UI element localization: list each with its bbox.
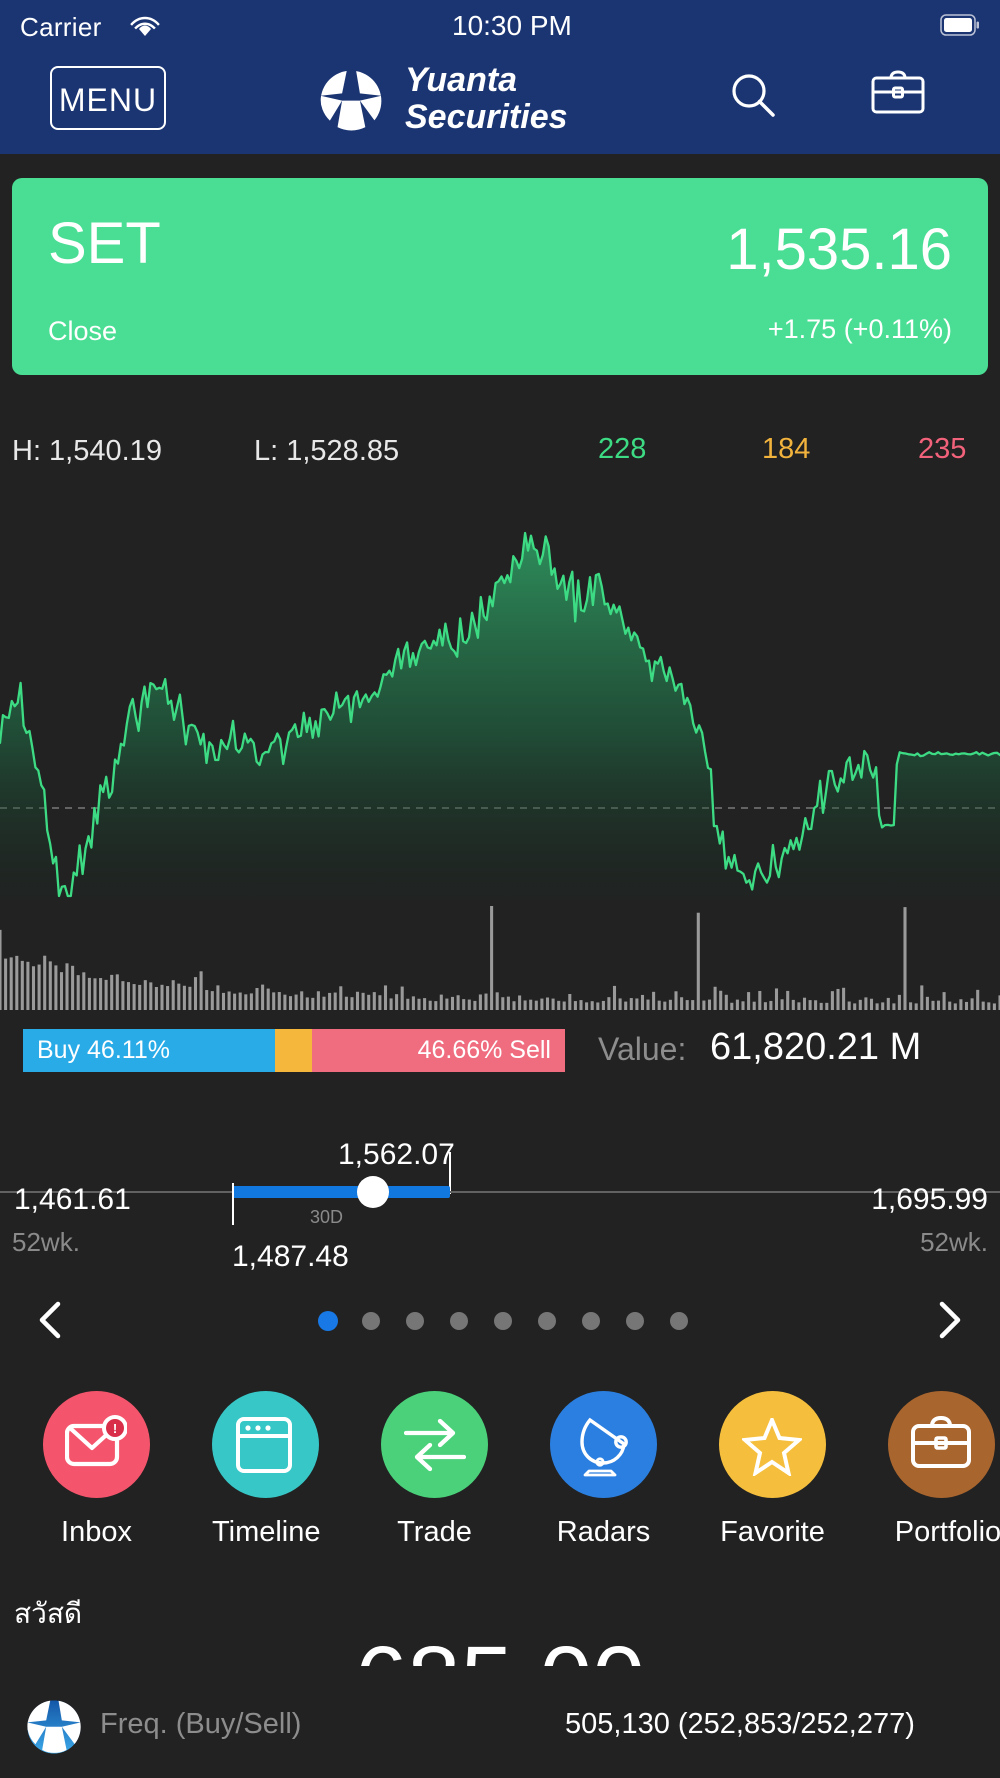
svg-text:!: ! (113, 1421, 117, 1436)
